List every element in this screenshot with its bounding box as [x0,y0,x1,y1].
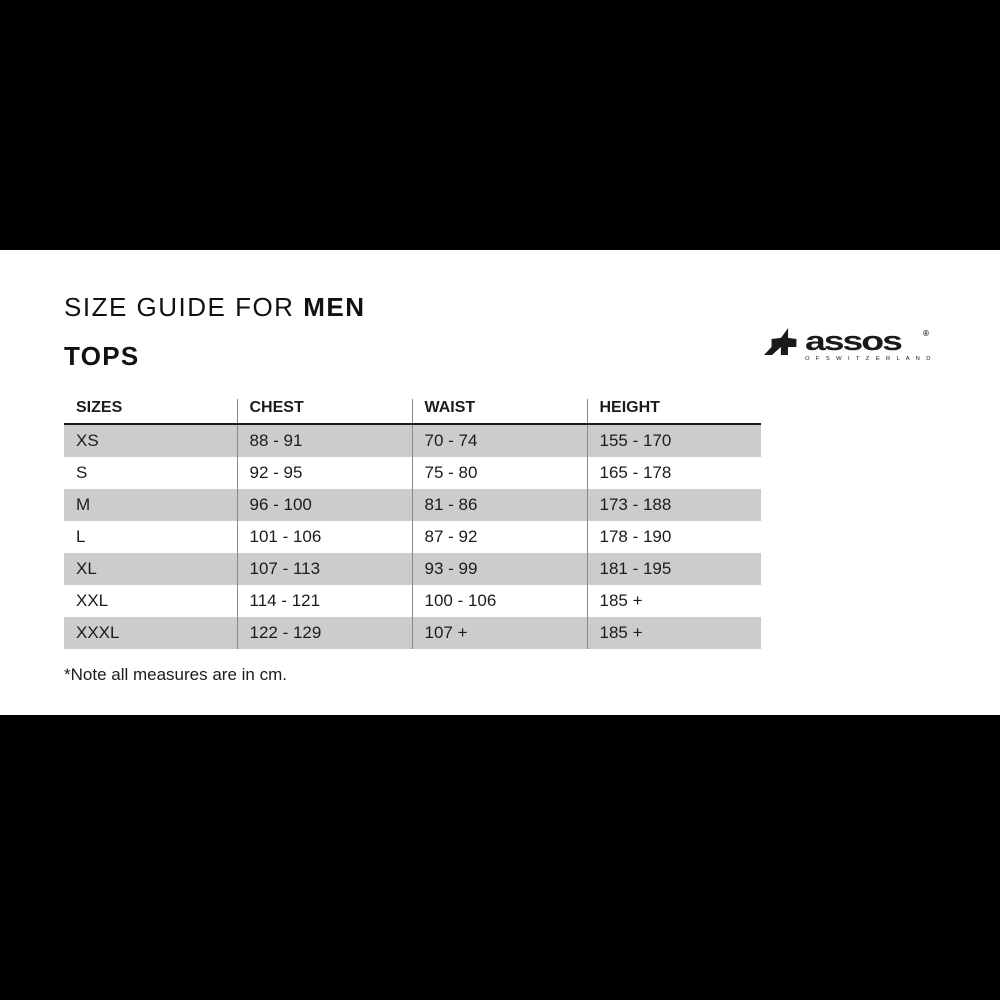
svg-text:assos: assos [805,326,902,356]
svg-text:®: ® [923,329,929,338]
svg-text:O F S W I T Z E R L A N D: O F S W I T Z E R L A N D [805,356,933,362]
